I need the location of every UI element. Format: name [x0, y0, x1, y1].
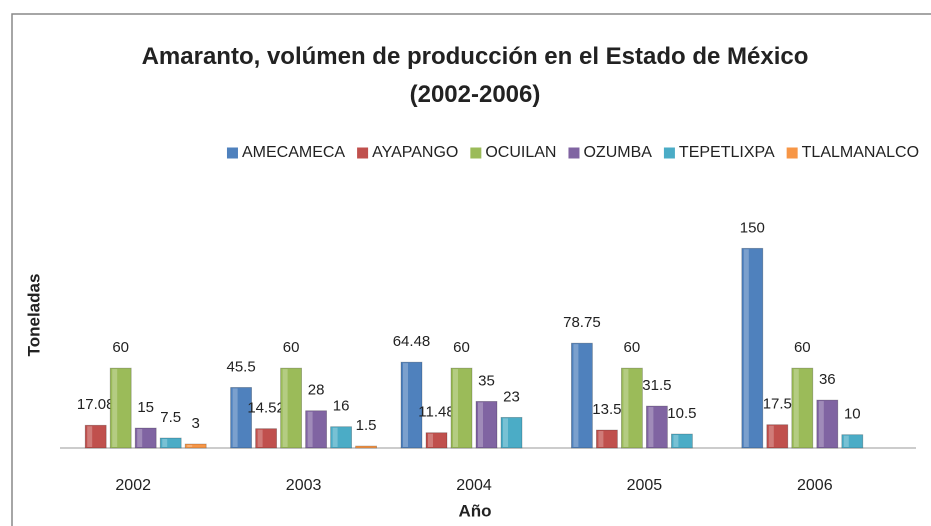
value-label: 45.5	[226, 358, 255, 375]
y-axis-title: Toneladas	[24, 274, 43, 357]
bar-highlight	[87, 426, 93, 447]
value-label: 60	[794, 339, 811, 356]
bar	[621, 367, 643, 449]
legend-swatch	[786, 147, 798, 159]
bar-highlight	[112, 369, 118, 447]
value-label: 23	[503, 388, 520, 405]
bar	[646, 405, 668, 449]
bar-highlight	[453, 369, 458, 447]
legend-label: TLALMANALCO	[802, 144, 919, 161]
bar	[330, 426, 353, 449]
value-label: 35	[478, 372, 495, 389]
bar	[109, 367, 132, 449]
bar	[596, 429, 618, 449]
bar-highlight	[503, 418, 508, 447]
legend-swatch	[357, 147, 369, 159]
value-label: 11.48	[418, 404, 454, 421]
bar-highlight	[673, 435, 679, 447]
value-label: 17.08	[77, 396, 115, 413]
x-axis-title: Año	[458, 501, 491, 520]
value-label: 60	[283, 339, 300, 356]
value-label: 36	[819, 371, 836, 388]
bar-highlight	[623, 369, 629, 447]
x-tick-label: 2004	[456, 477, 492, 494]
value-label: 64.48	[393, 333, 431, 350]
bar	[134, 427, 157, 449]
bar-highlight	[743, 249, 749, 447]
value-label: 13.5	[592, 401, 621, 418]
bar	[400, 361, 423, 449]
bar	[425, 432, 448, 449]
value-label: 60	[624, 339, 641, 356]
value-label: 28	[308, 382, 325, 399]
value-label: 10	[844, 406, 861, 423]
legend-label: AMECAMECA	[242, 144, 345, 161]
legend-label: OZUMBA	[583, 144, 652, 161]
bar	[159, 437, 182, 449]
bar-highlight	[162, 439, 168, 447]
bar	[816, 399, 839, 449]
legend-label: TEPETLIXPA	[679, 144, 775, 161]
bar-highlight	[478, 402, 483, 447]
bar-highlight	[793, 369, 799, 447]
bar	[671, 433, 693, 449]
value-label: 15	[137, 399, 154, 416]
value-label: 150	[740, 219, 765, 236]
bar-highlight	[403, 363, 408, 447]
bar-highlight	[232, 388, 238, 447]
legend-swatch	[226, 147, 238, 159]
bar	[500, 416, 523, 449]
bar	[255, 428, 278, 449]
value-label: 31.5	[642, 377, 671, 394]
value-label: 14.52	[247, 400, 285, 417]
bar-highlight	[307, 411, 313, 447]
x-tick-label: 2006	[797, 477, 833, 494]
bar-highlight	[282, 369, 288, 447]
bar-highlight	[598, 431, 604, 447]
bar	[571, 342, 593, 449]
bar	[355, 445, 378, 449]
value-label: 17.5	[763, 396, 792, 413]
value-label: 3	[192, 415, 200, 432]
bar-highlight	[843, 435, 849, 447]
x-tick-label: 2003	[286, 477, 322, 494]
bar	[184, 443, 207, 449]
legend-swatch	[470, 147, 482, 159]
bar-highlight	[257, 429, 263, 447]
value-label: 16	[333, 398, 350, 415]
legend-swatch	[568, 147, 580, 159]
value-label: 7.5	[160, 409, 181, 426]
bar	[766, 424, 789, 449]
bar-highlight	[428, 433, 433, 447]
bar-highlight	[818, 401, 824, 447]
bar	[305, 410, 328, 449]
legend-swatch	[663, 147, 675, 159]
bar	[230, 387, 253, 449]
bar-highlight	[332, 427, 338, 447]
value-label: 10.5	[667, 405, 696, 422]
bar-highlight	[648, 407, 654, 447]
value-label: 1.5	[356, 417, 377, 434]
bar-highlight	[137, 429, 143, 447]
bar	[280, 367, 303, 449]
chart-title: Amaranto, volúmen de producción en el Es…	[141, 43, 809, 108]
bar	[741, 247, 764, 449]
value-label: 60	[453, 339, 470, 356]
x-tick-label: 2005	[627, 477, 663, 494]
legend-label: OCUILAN	[485, 144, 556, 161]
value-label: 78.75	[563, 314, 601, 331]
bar-highlight	[768, 425, 774, 447]
bar-highlight	[573, 344, 579, 447]
x-tick-label: 2002	[115, 477, 151, 494]
bar	[841, 434, 864, 449]
bar	[84, 424, 107, 449]
bar-highlight	[187, 445, 193, 447]
value-label: 60	[112, 339, 129, 356]
bar	[791, 367, 814, 449]
bar	[475, 401, 498, 449]
bar	[450, 367, 473, 449]
legend-label: AYAPANGO	[372, 144, 458, 161]
